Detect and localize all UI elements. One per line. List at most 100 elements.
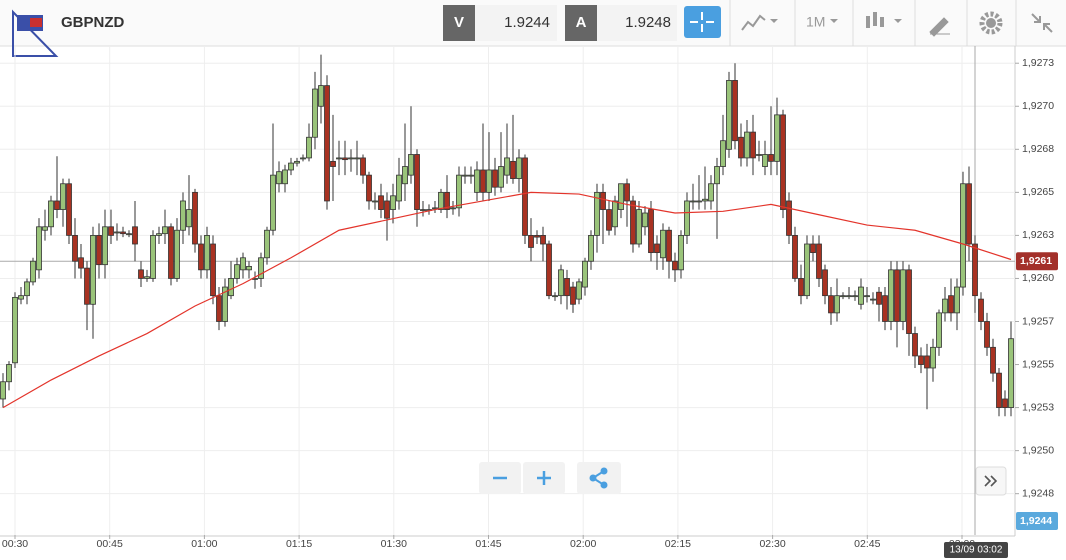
candle-body (834, 295, 840, 314)
x-tick-label: 02:15 (665, 538, 691, 550)
bid-tag (1016, 512, 1058, 530)
candle-body (912, 333, 918, 357)
chart-type-button[interactable] (741, 14, 778, 31)
candle-body (594, 191, 600, 236)
candle-body (222, 286, 228, 322)
candle-body (618, 183, 624, 210)
candle-body (360, 157, 366, 176)
candle-body (624, 183, 630, 202)
candle-body (318, 85, 324, 107)
candle-body (348, 157, 354, 160)
candle-body (240, 257, 246, 271)
candle-body (534, 235, 540, 238)
crosshair-button[interactable] (684, 6, 721, 38)
candle-body (120, 231, 126, 235)
x-tick-label: 02:30 (759, 538, 785, 550)
candle-body (390, 195, 396, 210)
candle-body (522, 157, 528, 236)
candle-body (954, 286, 960, 314)
candle-body (960, 183, 966, 288)
crosshair-time-tag (944, 542, 1008, 558)
candle-body (366, 174, 372, 202)
ask-badge[interactable] (565, 5, 597, 41)
candle-body (48, 200, 54, 228)
y-tick-label: 1,9255 (1022, 358, 1054, 370)
candle-body (528, 235, 534, 248)
draw-button[interactable] (929, 17, 950, 37)
candle-body (630, 200, 636, 245)
candle-type-button[interactable] (866, 12, 902, 28)
x-tick-label: 01:00 (191, 538, 217, 550)
candle-body (738, 136, 744, 159)
candle-body (546, 243, 552, 297)
candle-body (234, 264, 240, 279)
candle-body (606, 209, 612, 231)
candle-body (744, 131, 750, 159)
candle-body (276, 171, 282, 185)
current-price-tag (1016, 252, 1058, 271)
moving-average (2, 191, 1012, 409)
candle-body (966, 183, 972, 245)
candle-body (582, 260, 588, 288)
candle-body (450, 207, 456, 210)
candle-body (84, 267, 90, 305)
candle-body (438, 191, 444, 210)
candle-body (396, 174, 402, 202)
candle-body (54, 200, 60, 210)
bid-price: 1.9244 (504, 14, 550, 31)
candle-body (198, 243, 204, 271)
candle-body (186, 209, 192, 228)
candle-body (96, 235, 102, 266)
candle-body (24, 281, 30, 297)
candle-body (888, 269, 894, 322)
ask-letter: A (576, 14, 587, 31)
timeframe-button[interactable]: 1M (806, 14, 825, 30)
candle-body (144, 276, 150, 279)
x-tick-label: 00:30 (2, 538, 28, 550)
x-tick-label: 01:45 (475, 538, 501, 550)
candle-body (648, 209, 654, 254)
candle-body (258, 257, 264, 279)
candle-body (810, 243, 816, 254)
candle-body (402, 166, 408, 185)
bid-badge[interactable] (443, 5, 475, 41)
settings-button[interactable] (979, 11, 1003, 35)
candle-body (60, 183, 66, 210)
candle-body (498, 166, 504, 188)
candle-body (312, 88, 318, 138)
candle-body (930, 346, 936, 369)
y-tick-label: 1,9257 (1022, 315, 1054, 327)
candle-body (636, 209, 642, 245)
candle-body (282, 169, 288, 185)
candle-body (42, 226, 48, 231)
candle-body (750, 131, 756, 159)
bid-box[interactable] (475, 5, 557, 41)
candle-body (432, 207, 438, 210)
candle-body (864, 295, 870, 298)
share-button[interactable] (577, 462, 621, 494)
candles (0, 54, 1014, 417)
candle-body (552, 295, 558, 298)
x-tick-label: 01:30 (381, 538, 407, 550)
symbol: GBPNZD (61, 14, 125, 31)
candle-body (36, 226, 42, 271)
candle-body (978, 298, 984, 322)
candle-body (486, 169, 492, 193)
candle-body (174, 229, 180, 279)
x-tick-label: 00:45 (97, 538, 123, 550)
y-tick-label: 1,9248 (1022, 487, 1054, 499)
candle-body (330, 160, 336, 167)
collapse-button[interactable] (1031, 13, 1053, 33)
candle-body (996, 372, 1002, 408)
candle-body (642, 212, 648, 228)
candle-body (846, 295, 852, 298)
candle-body (804, 243, 810, 297)
candle-body (462, 174, 468, 177)
candle-body (108, 226, 114, 236)
candle-body (420, 209, 426, 211)
candle-body (660, 229, 666, 259)
candle-body (786, 200, 792, 236)
candle-body (384, 200, 390, 219)
candle-body (726, 80, 732, 150)
ask-box[interactable] (597, 5, 677, 41)
